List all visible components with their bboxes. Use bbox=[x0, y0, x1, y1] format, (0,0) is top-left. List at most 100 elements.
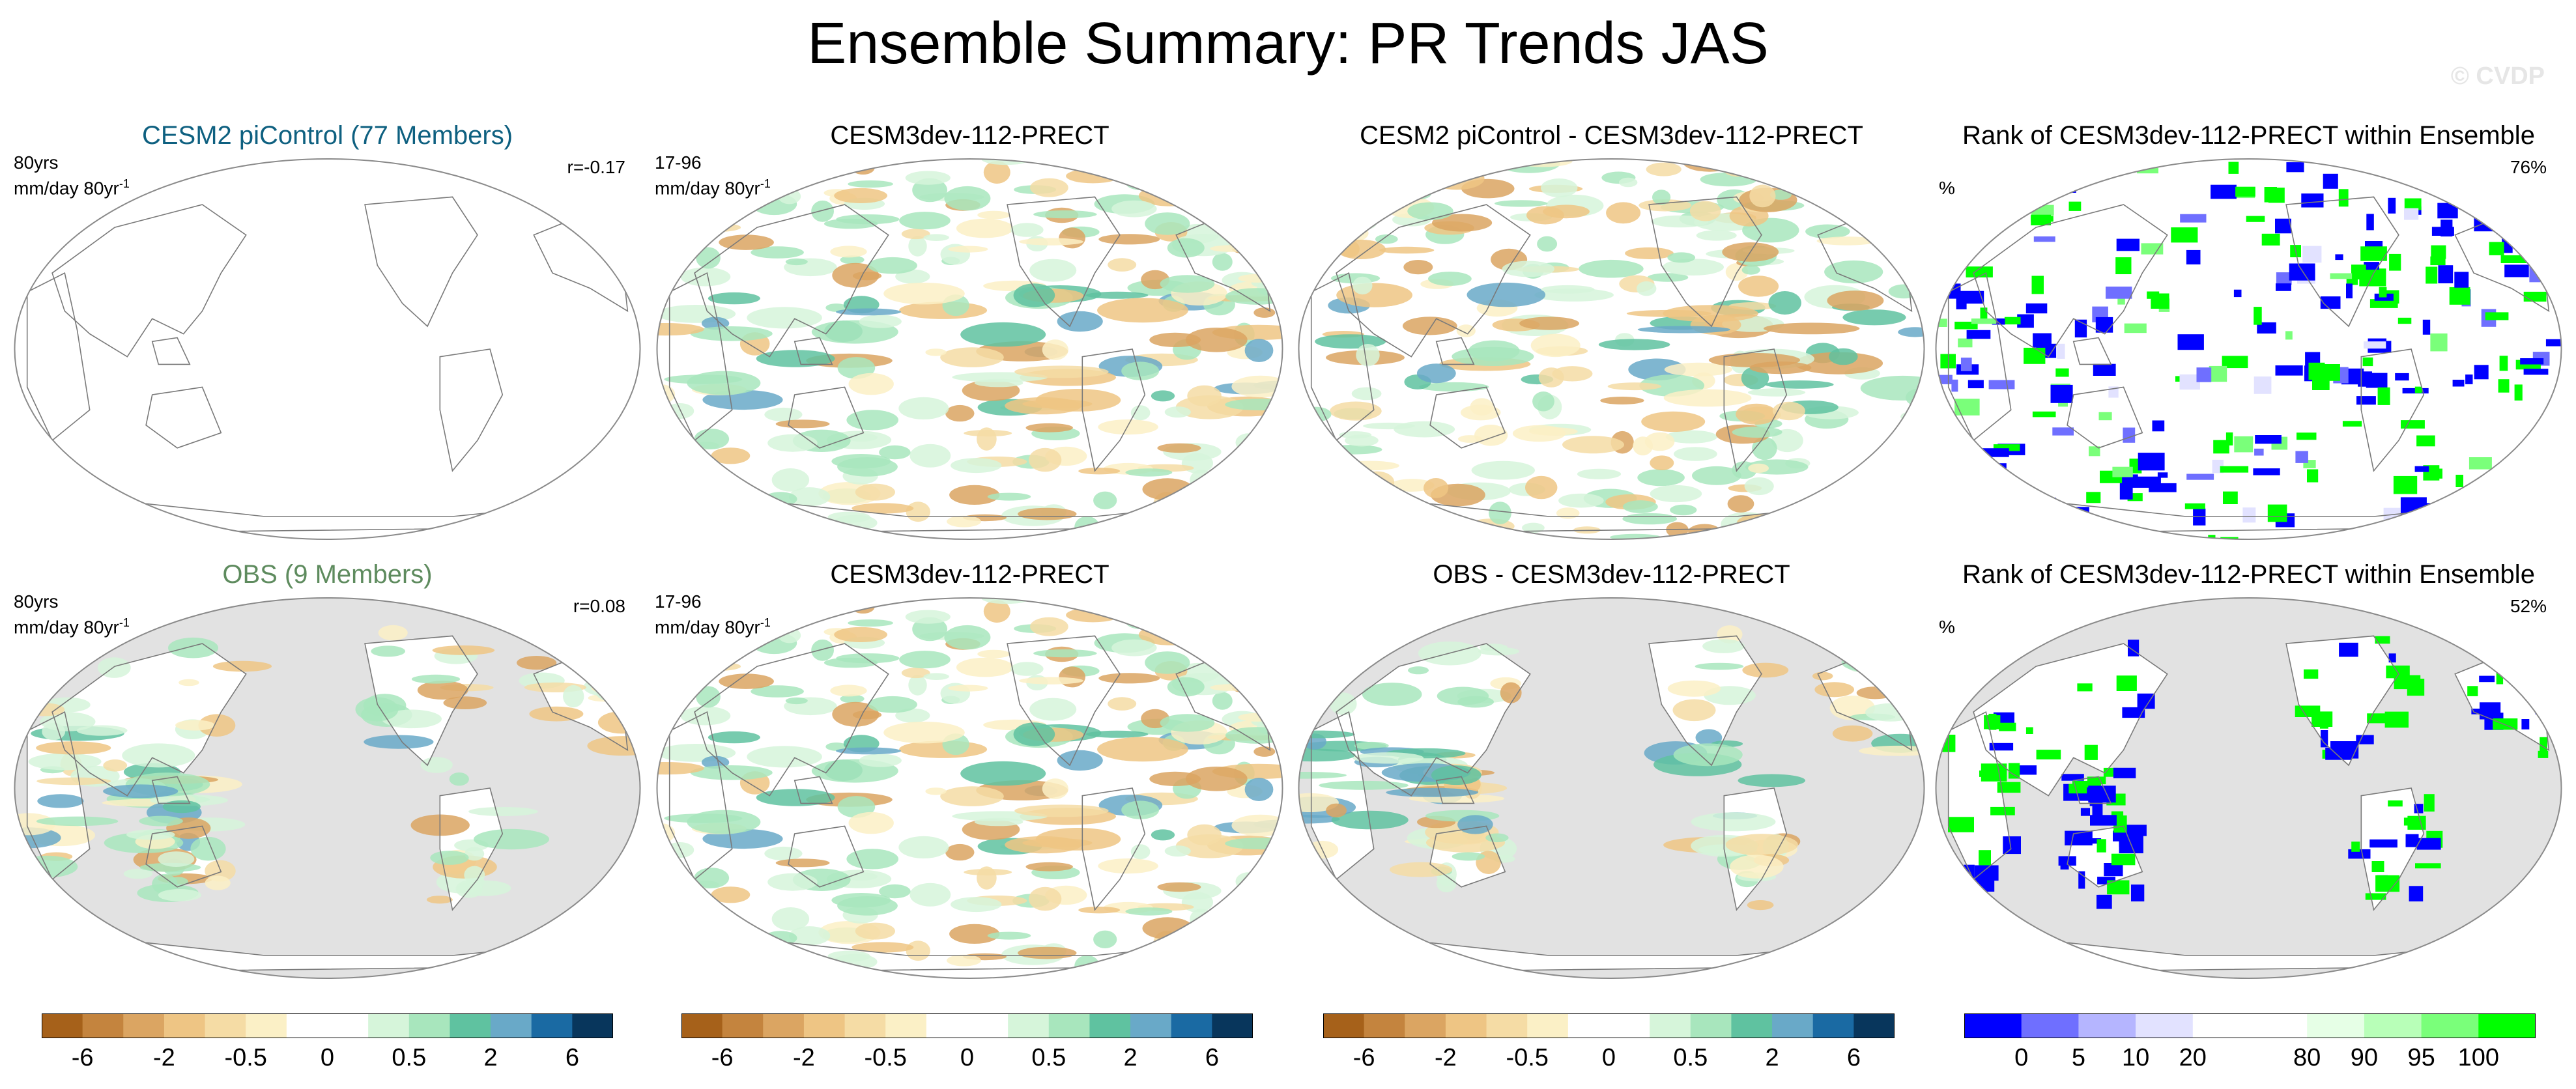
trend-blob bbox=[1375, 234, 1398, 244]
trend-blob bbox=[1093, 930, 1117, 948]
rank-cell bbox=[2323, 173, 2338, 189]
trend-blob bbox=[1842, 309, 1906, 326]
trend-blob bbox=[756, 789, 835, 806]
trend-blob bbox=[1298, 748, 1356, 762]
rank-cell bbox=[1988, 713, 1997, 730]
map-border bbox=[1935, 597, 2562, 979]
rank-cell bbox=[2289, 263, 2315, 281]
trend-blob bbox=[1298, 715, 1319, 722]
coastline bbox=[1310, 711, 1375, 881]
panel-title: OBS (9 Members) bbox=[222, 560, 433, 589]
rank-cell bbox=[2117, 296, 2125, 305]
rank-cell bbox=[2493, 481, 2510, 492]
rank-cell bbox=[2285, 331, 2293, 340]
trend-blob bbox=[1663, 305, 1758, 322]
trend-blob bbox=[1248, 888, 1278, 907]
rank-cell bbox=[2351, 842, 2360, 852]
panel-obs-rank: Rank of CESM3dev-112-PRECT within Ensemb… bbox=[1931, 558, 2566, 1001]
rank-cell bbox=[2157, 472, 2168, 478]
trend-blob bbox=[1841, 653, 1898, 672]
colorbar-swatch bbox=[2192, 1013, 2250, 1038]
trend-blob bbox=[1216, 634, 1253, 656]
trend-blob bbox=[1478, 647, 1519, 656]
rank-cell bbox=[2295, 451, 2308, 463]
trend-blob bbox=[940, 786, 1004, 806]
colorbar-swatch bbox=[2021, 1013, 2079, 1038]
trend-blob bbox=[700, 198, 741, 206]
trend-blob bbox=[1237, 602, 1268, 616]
trend-blob bbox=[657, 323, 704, 336]
coastline bbox=[694, 643, 889, 797]
rank-cell bbox=[2213, 440, 2229, 454]
rank-cell bbox=[2095, 799, 2103, 816]
trend-blob bbox=[1765, 380, 1834, 389]
trend-blob bbox=[751, 685, 804, 698]
coastline bbox=[1336, 643, 1531, 797]
trend-blob bbox=[657, 460, 698, 474]
map-field bbox=[14, 159, 640, 539]
trend-blob bbox=[1667, 680, 1721, 697]
trend-blob bbox=[906, 940, 930, 961]
rank-cell bbox=[2426, 183, 2446, 190]
trend-blob bbox=[565, 640, 616, 650]
trend-blob bbox=[1379, 246, 1435, 254]
rank-cell bbox=[2452, 380, 2465, 387]
rank-cell bbox=[2346, 283, 2353, 299]
trend-blob bbox=[948, 246, 988, 253]
land-area bbox=[1948, 712, 2011, 880]
rank-cell bbox=[2399, 520, 2407, 537]
rank-cell bbox=[1938, 318, 1947, 327]
trend-blob bbox=[1210, 245, 1253, 252]
trend-blob bbox=[1877, 503, 1919, 516]
colorbar-swatch bbox=[1812, 1013, 1854, 1038]
rank-cell bbox=[2471, 709, 2498, 714]
trend-blob bbox=[846, 849, 898, 870]
colorbar-swatch bbox=[1323, 1013, 1365, 1038]
trend-blob bbox=[1764, 322, 1860, 335]
trend-blob bbox=[168, 637, 218, 658]
trend-blob bbox=[1181, 166, 1240, 190]
trend-blob bbox=[1216, 195, 1253, 217]
map bbox=[1298, 597, 1925, 979]
trend-blob bbox=[719, 673, 774, 689]
trend-blob bbox=[764, 407, 803, 422]
trend-blob bbox=[825, 304, 848, 312]
trend-blob bbox=[1121, 516, 1152, 539]
colorbar-swatch bbox=[327, 1013, 369, 1038]
colorbar-ticks: -6 -2 -0.5 0 0.5 2 6 bbox=[42, 1042, 613, 1081]
rank-cell bbox=[2369, 839, 2397, 848]
colorbar-tick-label: 0 bbox=[320, 1044, 335, 1071]
trend-blob bbox=[1033, 649, 1097, 658]
colorbar-tick-label: 0.5 bbox=[392, 1044, 427, 1071]
trend-blob bbox=[443, 696, 487, 709]
rank-cell bbox=[2386, 527, 2400, 535]
rank-cell bbox=[2397, 317, 2412, 324]
colorbar-tick-label: -6 bbox=[1352, 1044, 1375, 1071]
trend-blob bbox=[836, 214, 900, 225]
rank-cell bbox=[2414, 386, 2422, 393]
trend-blob bbox=[464, 866, 485, 884]
rank-cell bbox=[1971, 318, 1996, 324]
trend-blob bbox=[1744, 477, 1774, 496]
coastline bbox=[26, 272, 91, 442]
trend-blob bbox=[838, 964, 858, 978]
trend-blob bbox=[848, 619, 893, 627]
trend-blob bbox=[1541, 285, 1595, 294]
rank-cell bbox=[2308, 362, 2325, 380]
trend-blob bbox=[852, 503, 914, 514]
panel-title: CESM3dev-112-PRECT bbox=[830, 121, 1109, 150]
rank-cell bbox=[2088, 785, 2116, 803]
trend-blob bbox=[1650, 455, 1674, 470]
rank-cell bbox=[2440, 219, 2453, 237]
trend-blob bbox=[1126, 176, 1157, 190]
trend-blob bbox=[694, 868, 730, 888]
trend-blob bbox=[905, 171, 951, 185]
rank-cell bbox=[2138, 453, 2165, 471]
rank-cell bbox=[2545, 339, 2562, 346]
colorbar-swatch bbox=[368, 1013, 410, 1038]
trend-blob bbox=[449, 772, 469, 786]
rank-cell bbox=[1997, 782, 2021, 793]
rank-cell bbox=[2077, 683, 2093, 692]
trend-blob bbox=[846, 433, 878, 442]
trend-blob bbox=[1175, 834, 1244, 858]
